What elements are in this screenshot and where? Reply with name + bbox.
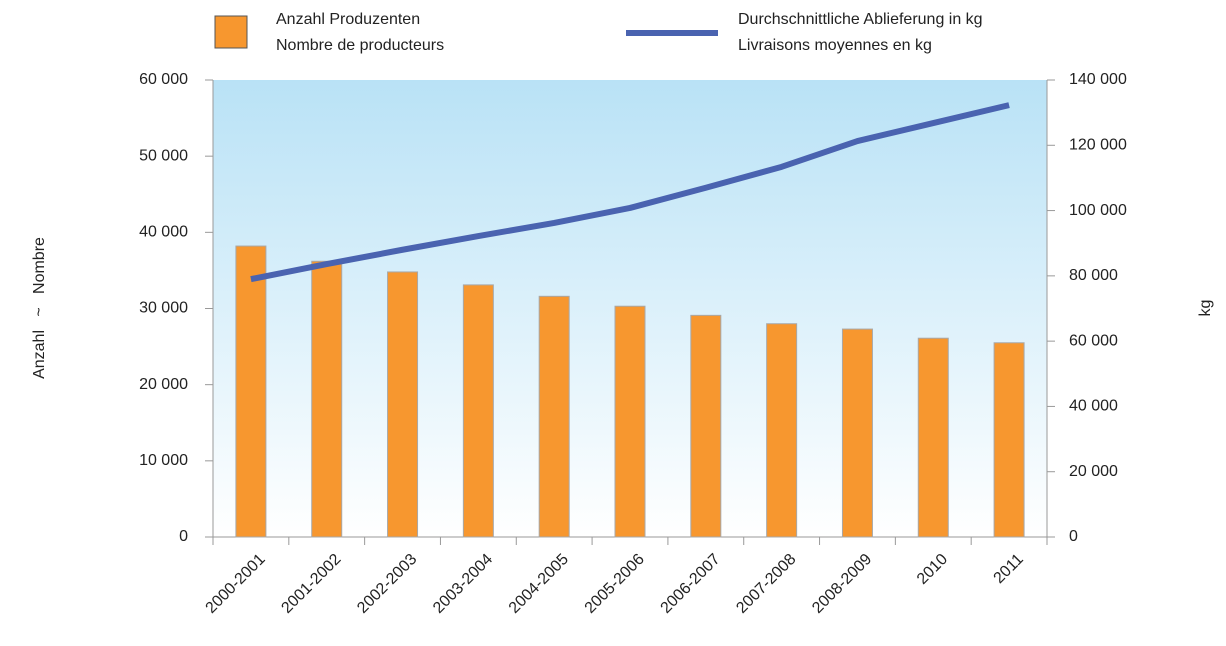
x-tick-label: 2002-2003 [354, 551, 420, 617]
x-tick-label: 2001-2002 [278, 551, 344, 617]
y-tick-label: 30 000 [139, 300, 188, 317]
legend-label: Anzahl Produzenten Nombre de producteurs [276, 11, 444, 54]
line [250, 102, 1010, 283]
bar [766, 323, 798, 538]
bar [462, 284, 494, 538]
legend-label: Durchschnittliche Ablieferung in kg Livra… [738, 11, 983, 54]
y2-tick-label: 100 000 [1069, 202, 1127, 219]
x-tick-label: 2005-2006 [582, 551, 648, 617]
y-tick-label: 0 [179, 528, 188, 545]
x-tick-label: 2003-2004 [430, 551, 496, 617]
bar [614, 305, 646, 538]
y-tick-label: 10 000 [139, 452, 188, 469]
bar [311, 260, 343, 538]
y-tick-label: 20 000 [139, 376, 188, 393]
bar [387, 271, 419, 538]
y2-tick-label: 140 000 [1069, 71, 1127, 88]
x-tick-label: 2010 [914, 551, 951, 588]
bar [538, 295, 570, 538]
x-tick-label: 2008-2009 [809, 551, 875, 617]
x-tick-label: 2004-2005 [506, 551, 572, 617]
y2-axis-label: kg [1197, 300, 1214, 317]
x-tick-label: 2007-2008 [733, 551, 799, 617]
y2-tick-label: 20 000 [1069, 463, 1118, 480]
bar [917, 337, 949, 538]
y-tick-label: 50 000 [139, 147, 188, 164]
bar [235, 245, 267, 538]
x-tick-label: 2011 [991, 551, 1027, 587]
y-tick-label: 60 000 [139, 71, 188, 88]
y-axis-label: Anzahl ~ Nombre [31, 237, 48, 379]
bar [993, 342, 1025, 538]
y2-tick-label: 80 000 [1069, 267, 1118, 284]
bar [841, 328, 873, 538]
y2-tick-label: 120 000 [1069, 137, 1127, 154]
y-tick-label: 40 000 [139, 224, 188, 241]
x-tick-label: 2000-2001 [203, 551, 269, 617]
x-tick-label: 2006-2007 [658, 551, 724, 617]
bar [690, 314, 722, 538]
y2-tick-label: 0 [1069, 528, 1078, 545]
legend-swatch [214, 15, 248, 49]
y2-tick-label: 60 000 [1069, 332, 1118, 349]
y2-tick-label: 40 000 [1069, 398, 1118, 415]
